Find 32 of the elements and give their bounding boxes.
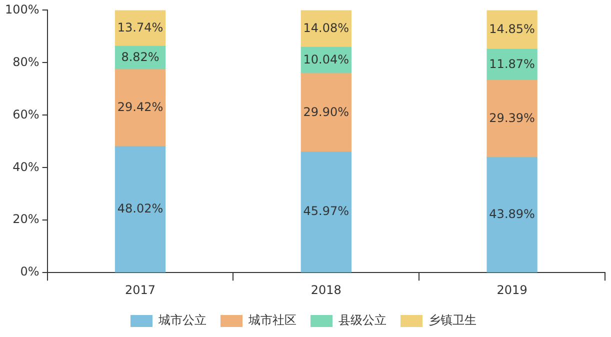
y-tick-label: 100% xyxy=(4,2,40,16)
legend-label: 乡镇卫生 xyxy=(428,313,476,328)
legend-label: 城市公立 xyxy=(158,313,206,328)
bar xyxy=(114,146,166,272)
bar xyxy=(114,69,166,147)
data-label: 29.90% xyxy=(303,104,350,119)
bar xyxy=(486,157,538,272)
data-label: 11.87% xyxy=(489,56,535,71)
bar xyxy=(300,73,352,152)
data-label: 13.74% xyxy=(117,20,164,34)
data-label: 8.82% xyxy=(121,50,160,64)
y-tick-label: 80% xyxy=(12,54,40,69)
legend-label: 县级公立 xyxy=(338,313,386,328)
bar xyxy=(486,10,538,50)
data-label: 14.08% xyxy=(303,20,350,35)
y-tick-label: 40% xyxy=(12,160,40,174)
data-label: 10.04% xyxy=(303,52,350,66)
data-label: 29.39% xyxy=(489,111,535,125)
x-tick-label: 2017 xyxy=(124,282,156,297)
legend-label: 城市社区 xyxy=(248,313,296,328)
data-label: 48.02% xyxy=(117,201,164,216)
y-tick-label: 0% xyxy=(20,264,40,279)
bar xyxy=(300,152,352,272)
data-label: 29.42% xyxy=(117,100,164,114)
data-label: 43.89% xyxy=(489,206,535,221)
data-label: 45.97% xyxy=(303,204,350,218)
y-tick-label: 60% xyxy=(12,107,40,122)
bar xyxy=(486,80,538,158)
x-tick-label: 2019 xyxy=(496,282,528,297)
x-tick-label: 2018 xyxy=(310,282,342,297)
y-tick-label: 20% xyxy=(12,212,40,226)
data-label: 14.85% xyxy=(489,22,535,36)
